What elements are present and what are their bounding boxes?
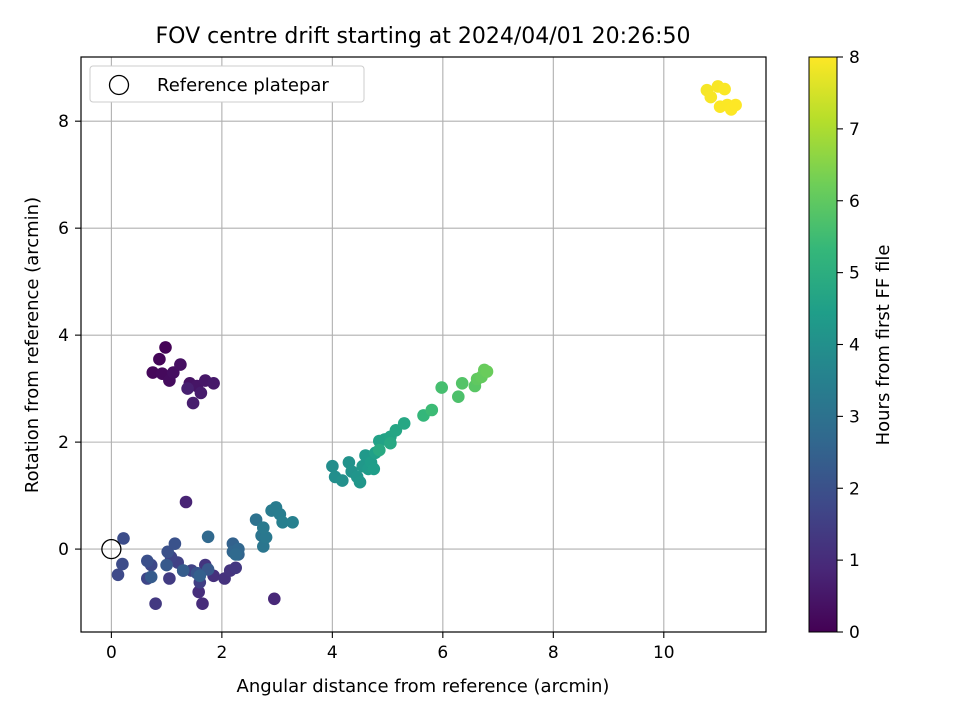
colorbar-ticks: 0 1 2 3 4 5 6 7 8: [837, 48, 860, 643]
colorbar-tick-label: 7: [849, 120, 860, 140]
data-point: [159, 341, 172, 354]
colorbar-tick-label: 2: [849, 479, 860, 499]
data-point: [729, 98, 742, 112]
data-point: [117, 532, 130, 545]
data-point: [425, 403, 439, 417]
data-point: [111, 568, 125, 582]
x-tick-label: 0: [106, 643, 117, 663]
x-tick-label: 8: [548, 643, 559, 663]
colorbar-tick-label: 0: [849, 623, 860, 643]
y-tick-label: 2: [58, 433, 69, 453]
data-point: [153, 352, 166, 366]
data-point: [146, 366, 160, 379]
data-point: [336, 474, 349, 487]
colorbar-gradient: [808, 56, 838, 633]
data-point: [116, 557, 129, 571]
data-point: [397, 417, 411, 430]
data-point: [144, 570, 158, 584]
plot-frame: [80, 56, 767, 633]
y-tick-label: 4: [58, 326, 69, 346]
colorbar-tick-label: 8: [849, 48, 860, 68]
y-tick-label: 8: [58, 112, 69, 132]
data-point: [384, 436, 397, 450]
legend-box: [89, 65, 365, 103]
data-point: [181, 382, 194, 395]
data-point: [286, 516, 299, 529]
legend-marker-reference: [108, 74, 130, 96]
legend-label-reference: Reference platepar: [157, 75, 329, 96]
colorbar-tick-label: 1: [849, 551, 860, 571]
data-point: [179, 495, 193, 509]
data-point: [207, 377, 220, 390]
data-point: [193, 569, 207, 583]
data-point: [186, 396, 200, 410]
data-point: [480, 365, 494, 378]
colorbar: 0 1 2 3 4 5 6 7 8 Hours from first FF file: [808, 48, 894, 643]
data-point: [455, 377, 469, 390]
data-point: [163, 572, 176, 585]
y-tick-label: 6: [58, 219, 69, 239]
data-point: [161, 545, 174, 559]
data-point: [257, 521, 270, 534]
chart-title: FOV centre drift starting at 2024/04/01 …: [156, 24, 691, 49]
data-point: [192, 585, 205, 599]
x-tick-label: 6: [437, 643, 448, 663]
data-point: [268, 592, 281, 606]
scatter-points: [101, 80, 742, 610]
data-point: [201, 530, 215, 544]
data-point: [367, 462, 381, 476]
data-point: [373, 443, 386, 457]
data-point: [435, 381, 449, 394]
colorbar-tick-label: 3: [849, 407, 860, 427]
y-axis: 0 2 4 6 8: [58, 112, 81, 560]
data-point: [174, 358, 187, 371]
grid-lines: [81, 57, 766, 632]
x-tick-label: 4: [327, 643, 338, 663]
x-axis: 0 2 4 6 8 10: [106, 632, 675, 663]
data-point: [259, 531, 273, 544]
data-point: [389, 424, 403, 437]
y-tick-label: 0: [58, 540, 69, 560]
data-point: [326, 459, 339, 473]
data-point: [718, 82, 731, 96]
colorbar-tick-label: 5: [849, 264, 860, 284]
data-point: [249, 513, 263, 526]
data-point: [276, 516, 289, 529]
legend: Reference platepar: [89, 65, 365, 103]
data-point: [229, 561, 242, 575]
data-point: [141, 554, 154, 568]
data-point: [194, 386, 208, 400]
y-axis-label: Rotation from reference (arcmin): [22, 197, 43, 493]
data-point: [160, 558, 173, 572]
data-point: [452, 390, 465, 404]
x-tick-label: 2: [216, 643, 227, 663]
reference-platepar-marker: [101, 538, 122, 560]
colorbar-label: Hours from first FF file: [873, 245, 894, 446]
x-axis-label: Angular distance from reference (arcmin): [237, 676, 610, 697]
data-point: [176, 564, 190, 577]
colorbar-tick-label: 6: [849, 192, 860, 212]
data-point: [229, 548, 242, 561]
x-tick-label: 10: [653, 643, 675, 663]
data-point: [353, 475, 367, 489]
data-point: [196, 597, 209, 610]
data-point: [704, 90, 718, 104]
data-point: [168, 537, 182, 550]
colorbar-tick-label: 4: [849, 336, 860, 356]
data-point: [149, 597, 162, 610]
